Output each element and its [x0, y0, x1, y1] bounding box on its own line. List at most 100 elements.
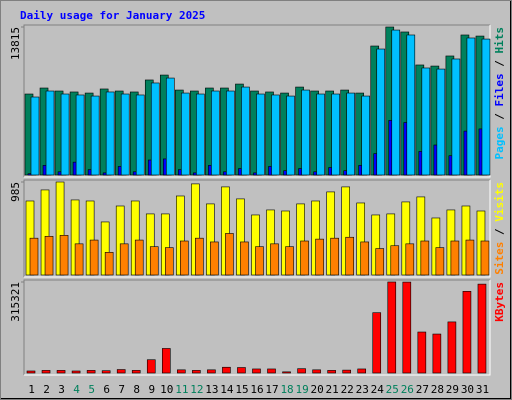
bar — [105, 91, 115, 176]
bar — [101, 370, 111, 374]
legend: Pages / Files / Hits — [493, 27, 506, 160]
bar — [436, 68, 446, 176]
bar — [357, 368, 367, 374]
bar — [237, 367, 246, 374]
bar — [346, 92, 355, 176]
bar — [420, 240, 430, 276]
bar — [30, 96, 40, 176]
x-tick-label: 18 — [280, 383, 293, 396]
x-tick-label: 2 — [43, 383, 50, 396]
bar — [300, 240, 309, 276]
bar — [447, 321, 457, 374]
x-tick-label: 11 — [175, 383, 188, 396]
bar — [432, 333, 442, 374]
x-tick-label: 23 — [356, 383, 369, 396]
bar — [330, 237, 339, 276]
bar — [345, 236, 354, 276]
bar — [285, 246, 294, 276]
bar — [74, 243, 84, 276]
bar — [164, 247, 174, 276]
bar — [135, 94, 145, 176]
x-tick-label: 15 — [235, 383, 248, 396]
x-tick-label: 9 — [148, 383, 155, 396]
bar — [119, 243, 129, 276]
x-tick-label: 17 — [265, 383, 278, 396]
bar — [417, 331, 427, 374]
x-tick-label: 31 — [476, 383, 489, 396]
x-tick-label: 30 — [461, 383, 474, 396]
bar — [207, 369, 216, 374]
x-tick-label: 5 — [88, 383, 95, 396]
x-tick-label: 28 — [431, 383, 444, 396]
x-tick-label: 27 — [416, 383, 429, 396]
bar — [75, 94, 85, 176]
bar — [165, 77, 175, 176]
x-tick-label: 19 — [295, 383, 308, 396]
panel-bevel — [23, 24, 490, 177]
bar — [71, 370, 81, 374]
bar — [391, 29, 401, 176]
x-tick-label: 10 — [160, 383, 173, 396]
bar — [361, 95, 371, 176]
x-tick-label: 20 — [311, 383, 324, 396]
bar — [480, 240, 490, 276]
bar — [315, 238, 324, 276]
legend: Sites / Visits — [493, 182, 506, 275]
legend: KBytes — [493, 282, 506, 322]
bar — [435, 247, 445, 276]
x-tick-label: 29 — [446, 383, 459, 396]
bar — [405, 243, 415, 276]
bar — [327, 370, 336, 374]
bar — [131, 370, 141, 374]
bar — [59, 235, 69, 276]
x-tick-label: 13 — [205, 383, 218, 396]
bar — [267, 368, 276, 374]
bar — [372, 312, 382, 374]
x-tick-label: 3 — [58, 383, 65, 396]
bar — [89, 239, 99, 276]
x-tick-label: 12 — [190, 383, 203, 396]
bar — [390, 245, 400, 276]
x-tick-label: 16 — [250, 383, 263, 396]
bar — [286, 95, 295, 176]
panel-bevel — [23, 279, 490, 375]
panel-bevel — [24, 280, 491, 376]
panel-bevel — [24, 180, 491, 278]
bar — [421, 67, 431, 176]
bar — [211, 90, 220, 176]
bar — [316, 93, 325, 176]
legend-separator: / — [493, 54, 506, 74]
bar — [180, 240, 189, 276]
bar — [60, 93, 70, 176]
bar — [150, 82, 160, 176]
bar — [146, 359, 156, 374]
bar — [271, 94, 280, 176]
bar — [222, 366, 231, 374]
legend-separator: / — [493, 107, 506, 127]
bar — [116, 369, 126, 374]
legend-entry: Files — [493, 73, 506, 106]
bar — [252, 368, 261, 374]
bar — [41, 370, 51, 374]
y-tick-label: 985 — [9, 182, 22, 202]
bar — [331, 93, 340, 176]
bar — [90, 95, 100, 176]
bar — [477, 283, 487, 374]
y-tick-label: 315321 — [9, 282, 22, 322]
bar — [177, 369, 186, 374]
bar — [466, 37, 476, 176]
bar — [226, 90, 235, 176]
bar — [402, 281, 412, 374]
bar — [462, 291, 472, 374]
bar — [120, 93, 130, 176]
bar — [86, 370, 96, 374]
x-tick-label: 4 — [73, 383, 80, 396]
chart-title: Daily usage for January 2025 — [20, 9, 205, 22]
bar — [225, 233, 234, 276]
bar — [301, 89, 310, 176]
bar — [181, 92, 190, 176]
bar — [210, 241, 219, 276]
bar — [149, 246, 159, 276]
x-tick-label: 22 — [341, 383, 354, 396]
